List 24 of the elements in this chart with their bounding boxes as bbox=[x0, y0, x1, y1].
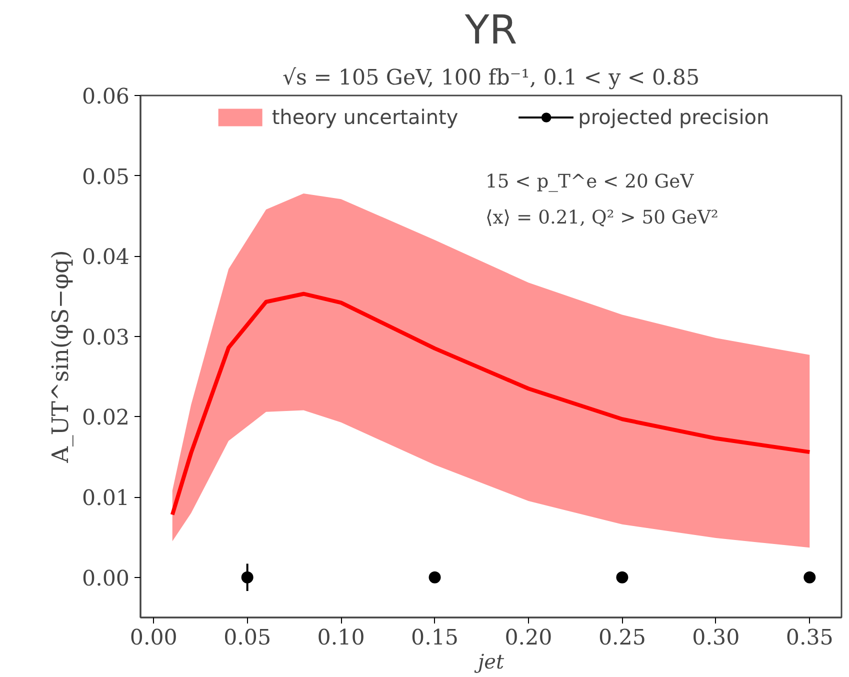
x-tick-label: 0.20 bbox=[504, 626, 552, 650]
y-tick-label: 0.02 bbox=[82, 406, 130, 431]
x-axis-title: jet bbox=[474, 650, 505, 674]
x-tick-label: 0.10 bbox=[317, 626, 365, 650]
x-tick-label: 0.30 bbox=[692, 626, 740, 650]
line-series bbox=[170, 292, 812, 517]
y-tick-label: 0.03 bbox=[82, 325, 130, 350]
y-tick-label: 0.05 bbox=[82, 164, 130, 190]
chart-title: YR bbox=[464, 8, 518, 54]
y-tick-label: 0.00 bbox=[82, 566, 130, 592]
chart-subtitle: √s = 105 GeV, 100 fb⁻¹, 0.1 < y < 0.85 bbox=[282, 66, 700, 90]
annotation: ⟨x⟩ = 0.21, Q² > 50 GeV² bbox=[486, 208, 718, 228]
legend-label: theory uncertainty bbox=[272, 105, 458, 129]
y-tick-label: 0.01 bbox=[82, 486, 130, 512]
x-tick-label: 0.05 bbox=[224, 626, 272, 650]
x-tick-label: 0.00 bbox=[130, 626, 178, 650]
y-tick-label: 0.04 bbox=[82, 245, 130, 270]
x-tick-label: 0.25 bbox=[598, 626, 646, 650]
annotation: 15 < p_T^e < 20 GeV bbox=[486, 172, 694, 192]
x-tick-label: 0.15 bbox=[411, 626, 459, 650]
legend-label: projected precision bbox=[578, 105, 770, 129]
y-axis-title: A_UT^sin(φS−φq) bbox=[48, 250, 74, 464]
x-tick-label: 0.35 bbox=[786, 626, 834, 650]
y-tick-label: 0.06 bbox=[82, 84, 130, 110]
